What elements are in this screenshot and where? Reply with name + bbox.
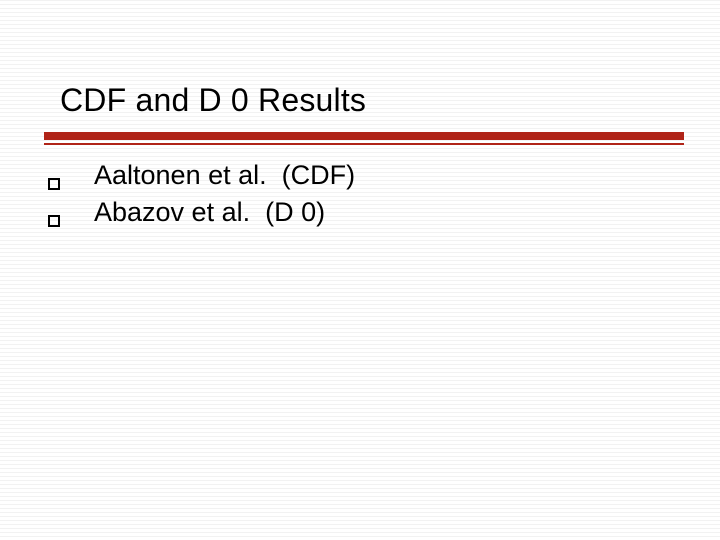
bullet-list: Aaltonen et al. (CDF) Abazov et al. (D 0…: [48, 160, 355, 234]
slide-title: CDF and D 0 Results: [60, 82, 366, 119]
list-item: Aaltonen et al. (CDF): [48, 160, 355, 191]
title-rule-thin: [44, 143, 684, 145]
bullet-text: Abazov et al. (D 0): [94, 197, 325, 228]
square-bullet-icon: [48, 178, 60, 190]
background-stripes: [0, 0, 720, 540]
title-rule-thick: [44, 132, 684, 140]
list-item: Abazov et al. (D 0): [48, 197, 355, 228]
title-rule: [44, 132, 684, 142]
slide: CDF and D 0 Results Aaltonen et al. (CDF…: [0, 0, 720, 540]
square-bullet-icon: [48, 215, 60, 227]
bullet-text: Aaltonen et al. (CDF): [94, 160, 355, 191]
